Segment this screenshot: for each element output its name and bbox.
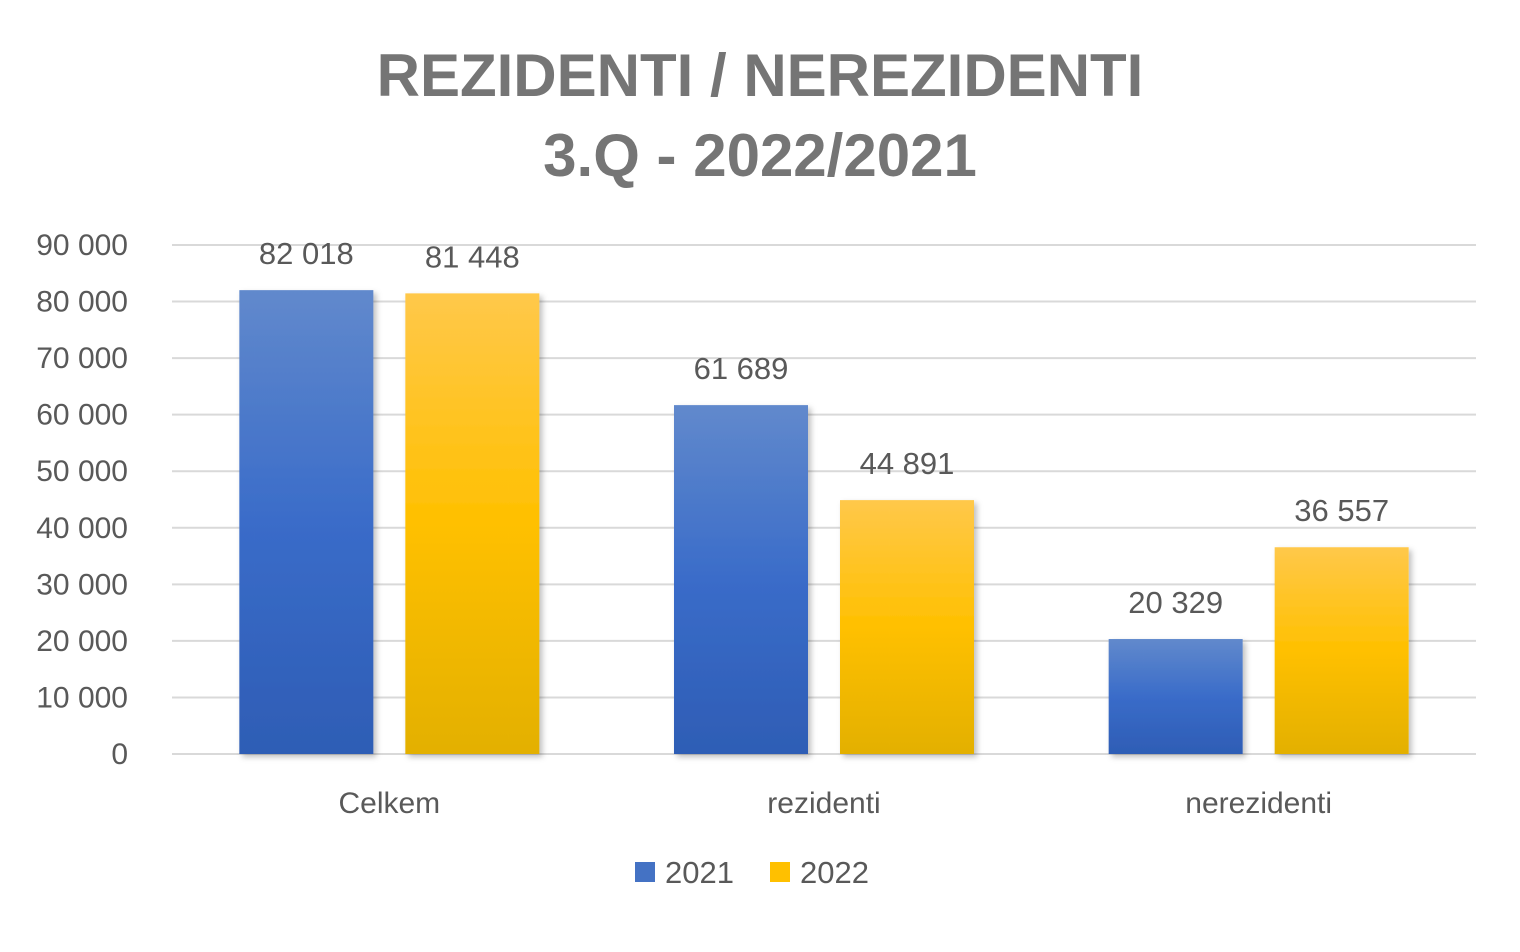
- data-label: 20 329: [1128, 585, 1223, 620]
- y-tick-label: 70 000: [36, 342, 128, 375]
- y-tick-label: 60 000: [36, 399, 128, 432]
- gridlines: [172, 244, 1476, 755]
- legend-swatch-2021: [635, 862, 655, 882]
- legend: 2021 2022: [635, 855, 869, 890]
- legend-label-2022: 2022: [800, 855, 869, 890]
- category-label: rezidenti: [767, 787, 880, 820]
- chart-title-line-1: REZIDENTI / NEREZIDENTI: [377, 42, 1144, 109]
- bar-2022-nerezidenti: [1274, 547, 1409, 754]
- category-label: Celkem: [338, 787, 440, 820]
- bar-2022-Celkem: [405, 293, 540, 754]
- data-label: 81 448: [425, 239, 520, 274]
- y-tick-label: 80 000: [36, 286, 128, 319]
- data-label: 61 689: [694, 351, 789, 386]
- data-label: 36 557: [1294, 493, 1389, 528]
- category-labels: Celkem rezidenti nerezidenti: [338, 787, 1332, 820]
- y-tick-label: 50 000: [36, 455, 128, 488]
- y-axis-tick-labels: 0 10 000 20 000 30 000 40 000 50 000 60 000 70 …: [36, 229, 128, 771]
- legend-swatch-2022: [770, 862, 790, 882]
- bar-2021-nerezidenti: [1108, 639, 1243, 754]
- bar-2022-rezidenti: [840, 500, 974, 754]
- chart-title: REZIDENTI / NEREZIDENTI 3.Q - 2022/2021: [377, 42, 1144, 189]
- data-label: 44 891: [860, 446, 955, 481]
- y-tick-label: 20 000: [36, 625, 128, 658]
- data-labels: 82 018 81 448 61 689 44 891 20 329 36 557: [259, 236, 1389, 620]
- data-label: 82 018: [259, 236, 354, 271]
- bar-2021-Celkem: [239, 290, 374, 754]
- y-tick-label: 30 000: [36, 568, 128, 601]
- y-tick-label: 90 000: [36, 229, 128, 262]
- legend-label-2021: 2021: [665, 855, 734, 890]
- bars: [239, 290, 1409, 754]
- category-label: nerezidenti: [1185, 787, 1332, 820]
- y-tick-label: 0: [111, 738, 128, 771]
- chart-title-line-2: 3.Q - 2022/2021: [543, 122, 977, 189]
- bar-2021-rezidenti: [674, 405, 808, 754]
- y-tick-label: 40 000: [36, 512, 128, 545]
- y-tick-label: 10 000: [36, 681, 128, 714]
